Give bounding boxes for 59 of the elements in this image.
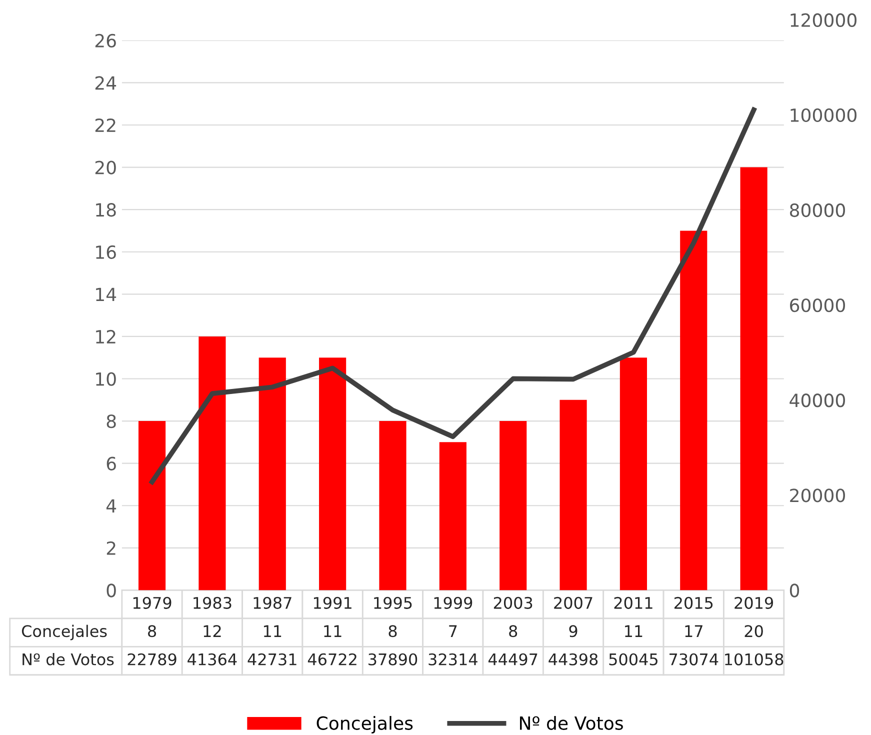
y-tick-label: 26 (95, 34, 116, 48)
y-tick-label: 8 (106, 414, 116, 428)
x-tick-label: 1995 (374, 596, 412, 609)
data-label: 12 (204, 625, 221, 637)
data-label: 44497 (488, 653, 538, 666)
data-label: 8 (509, 625, 518, 638)
y-tick-label: 12 (96, 330, 116, 344)
y-tick-label: 2 (106, 541, 116, 555)
data-label: 11 (625, 625, 642, 637)
text: Concejales (22, 624, 107, 640)
x-tick-label: 1979 (133, 596, 172, 609)
x-tick-label: 1991 (314, 596, 352, 609)
data-label: 7 (449, 625, 457, 637)
legend-label: Concejales (316, 716, 413, 734)
x-tick-label: 2011 (614, 596, 652, 609)
data-label: 32314 (428, 653, 478, 666)
y-tick-label: 6 (106, 456, 116, 470)
line-series (150, 107, 756, 484)
data-label: 22789 (128, 653, 176, 666)
y-tick-label: 10 (96, 372, 116, 386)
data-label: 17 (685, 625, 702, 637)
x-tick-label: 1999 (434, 596, 472, 609)
data-label: 8 (388, 625, 397, 638)
x-tick-label: 1983 (194, 596, 232, 609)
data-label: 9 (569, 625, 578, 638)
data-label: 11 (264, 625, 282, 637)
y2-tick-label: 0 (790, 584, 800, 598)
y-tick-label: 14 (96, 288, 116, 302)
x-tick-label: 2007 (554, 596, 592, 609)
text: Nº de Votos (22, 653, 114, 666)
x-tick-label: 2003 (494, 596, 532, 609)
data-label: 20 (744, 625, 763, 638)
y2-tick-label: 60000 (790, 298, 845, 312)
data-label: 8 (148, 625, 156, 638)
x-tick-label: 1987 (254, 596, 292, 609)
data-label: 44398 (548, 653, 598, 666)
x-tick-label: 2019 (734, 596, 774, 609)
legend-label: Nº de Votos (520, 716, 623, 730)
y2-tick-label: 120000 (790, 13, 856, 27)
y-tick-label: 18 (96, 203, 116, 217)
y-tick-label: 22 (95, 118, 116, 132)
y-tick-label: 20 (95, 160, 116, 174)
data-label: 101058 (725, 653, 784, 666)
y-tick-label: 16 (96, 245, 116, 259)
data-label: 42731 (248, 653, 296, 666)
data-label: 46722 (308, 653, 356, 666)
data-label: 37890 (368, 653, 418, 666)
x-tick-label: 2015 (674, 596, 713, 609)
y-tick-label: 0 (106, 584, 116, 598)
data-label: 73074 (670, 653, 718, 666)
y2-tick-label: 80000 (790, 203, 845, 218)
y2-tick-label: 20000 (790, 488, 845, 502)
data-label: 11 (324, 625, 342, 637)
data-label: 41364 (188, 653, 237, 666)
data-label: 50045 (609, 653, 658, 666)
y-tick-label: 4 (106, 499, 116, 512)
y2-tick-label: 40000 (790, 394, 845, 408)
y-tick-label: 24 (95, 76, 116, 90)
y2-tick-label: 100000 (790, 108, 856, 122)
